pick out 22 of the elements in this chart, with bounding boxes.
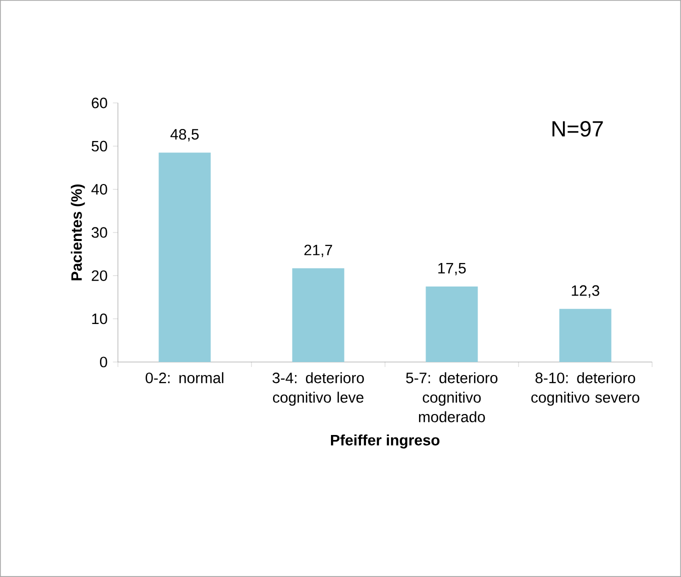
x-axis-title: Pfeiffer ingreso <box>330 434 440 449</box>
bar <box>292 268 344 362</box>
y-tick-label: 10 <box>92 314 108 324</box>
bar <box>426 286 478 362</box>
bar <box>158 152 211 362</box>
data-label: 48,5 <box>170 129 199 142</box>
y-tick-label: 20 <box>92 270 108 281</box>
x-tick-label: 8-10: deterioro cognitivo severo <box>531 372 640 406</box>
bar <box>559 308 612 362</box>
x-tick-label: 5-7: deterioro cognitivo moderado <box>406 372 498 422</box>
data-label: 21,7 <box>304 244 332 258</box>
y-tick-label: 60 <box>92 98 108 108</box>
y-tick-label: 50 <box>92 140 108 152</box>
x-tick-label: 0-2: normal <box>146 372 224 384</box>
data-label: 17,5 <box>438 263 466 276</box>
data-label: 12,3 <box>572 285 600 298</box>
y-tick-label: 30 <box>92 227 108 238</box>
y-tick-label: 40 <box>91 184 108 195</box>
y-tick-label: 0 <box>100 356 108 368</box>
y-axis-title: Pacientes (%) <box>70 184 85 280</box>
x-tick-label: 3-4: deterioro cognitivo leve <box>272 372 364 406</box>
annotation: N=97 <box>552 121 603 137</box>
